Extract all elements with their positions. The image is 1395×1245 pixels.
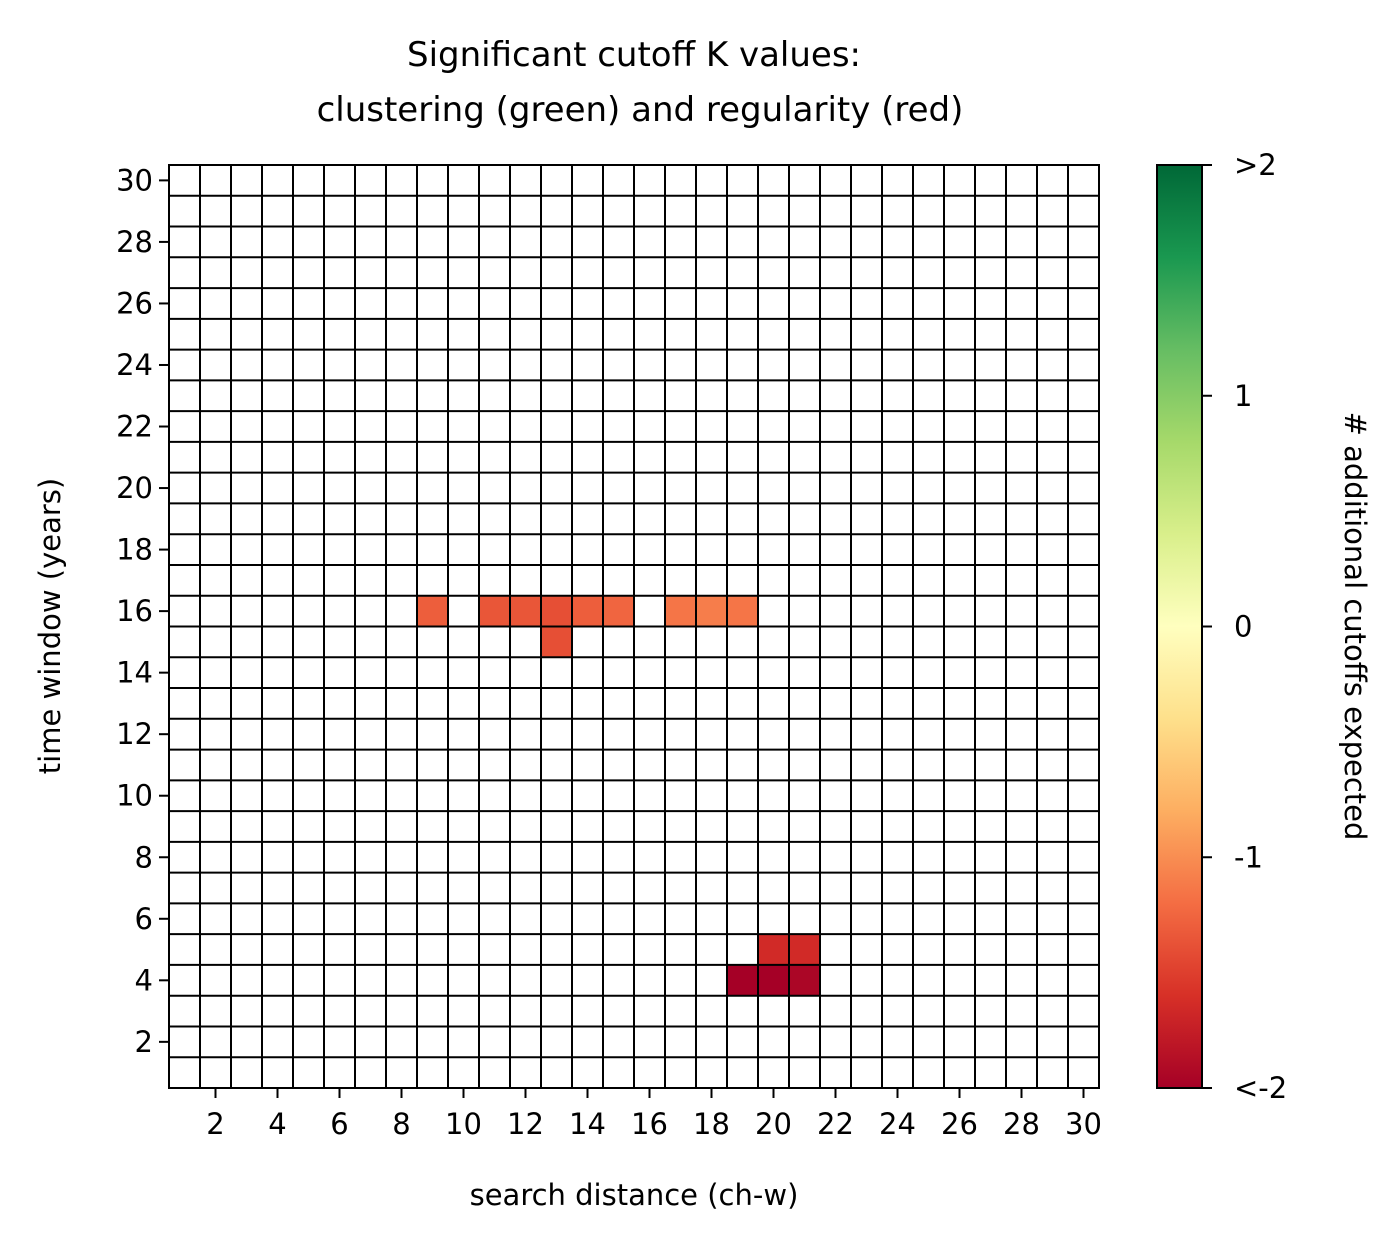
colorbar-tick-label: 0 (1234, 610, 1252, 644)
y-tick-label: 8 (135, 840, 153, 874)
x-tick-label: 14 (569, 1107, 606, 1141)
y-tick-label: 16 (116, 594, 153, 628)
heatmap-cell (758, 964, 789, 996)
colorbar: <-2 -1 0 1 >2 # additional cutoffs expected (1156, 148, 1372, 1105)
y-tick-label: 12 (116, 717, 153, 751)
x-tick-label: 30 (1065, 1107, 1102, 1141)
heatmap-cell (479, 595, 510, 627)
x-tick-label: 8 (392, 1107, 410, 1141)
colorbar-gradient (1156, 164, 1203, 1089)
y-tick-label: 4 (135, 963, 153, 997)
x-tick-label: 22 (817, 1107, 854, 1141)
y-tick-label: 6 (135, 902, 153, 936)
y-axis-label: time window (years) (33, 478, 67, 774)
heatmap-cell (665, 595, 696, 627)
heatmap-cell (789, 934, 820, 965)
colorbar-tick-label: >2 (1234, 148, 1277, 182)
y-tick-label: 20 (116, 471, 153, 505)
x-tick-label: 10 (445, 1107, 482, 1141)
heatmap-cell (727, 964, 758, 996)
y-tick-label: 10 (116, 779, 153, 813)
heatmap-cell (727, 595, 758, 627)
colorbar-tick-label: 1 (1234, 379, 1252, 413)
heatmap-cell (603, 595, 634, 627)
y-tick-label: 18 (116, 533, 153, 567)
x-axis-label: search distance (ch-w) (470, 1178, 799, 1212)
y-tick-label: 14 (116, 656, 153, 690)
x-tick-label: 16 (631, 1107, 668, 1141)
plot-area: 2 4 6 8 10 12 14 16 18 20 22 24 26 28 30 2468101214161… (116, 163, 1102, 1141)
x-tick-label: 12 (507, 1107, 544, 1141)
heatmap-cell (541, 626, 572, 658)
heatmap-cell (510, 595, 541, 627)
colorbar-label: # additional cutoffs expected (1338, 412, 1372, 841)
chart-title-line2: clustering (green) and regularity (red) (317, 90, 964, 130)
heatmap-cell (417, 595, 448, 627)
heatmap-cells (417, 595, 820, 996)
y-tick-label: 28 (116, 225, 153, 259)
chart-title-line1: Significant cutoff K values: (407, 35, 861, 75)
y-tick-label: 24 (116, 348, 153, 382)
x-axis-ticks: 2 4 6 8 10 12 14 16 18 20 22 24 26 28 30 (206, 1088, 1102, 1141)
heatmap-cell (572, 595, 603, 627)
colorbar-ticks: <-2 -1 0 1 >2 (1202, 148, 1287, 1105)
y-tick-label: 22 (116, 410, 153, 444)
heatmap-grid (169, 165, 1099, 1088)
x-tick-label: 6 (330, 1107, 348, 1141)
x-tick-label: 20 (755, 1107, 792, 1141)
x-tick-label: 26 (941, 1107, 978, 1141)
colorbar-tick-label: -1 (1234, 840, 1263, 874)
x-tick-label: 18 (693, 1107, 730, 1141)
y-tick-label: 2 (135, 1025, 153, 1059)
heatmap-cell (789, 964, 820, 996)
x-tick-label: 2 (206, 1107, 224, 1141)
heatmap-cell (696, 595, 727, 627)
plot-frame (168, 164, 1100, 1089)
heatmap-cell (758, 934, 789, 965)
x-tick-label: 28 (1003, 1107, 1040, 1141)
colorbar-tick-label: <-2 (1234, 1071, 1287, 1105)
x-tick-label: 4 (268, 1107, 286, 1141)
y-tick-label: 26 (116, 286, 153, 320)
y-tick-label: 30 (116, 163, 153, 197)
heatmap-cell (541, 595, 572, 627)
x-tick-label: 24 (879, 1107, 916, 1141)
